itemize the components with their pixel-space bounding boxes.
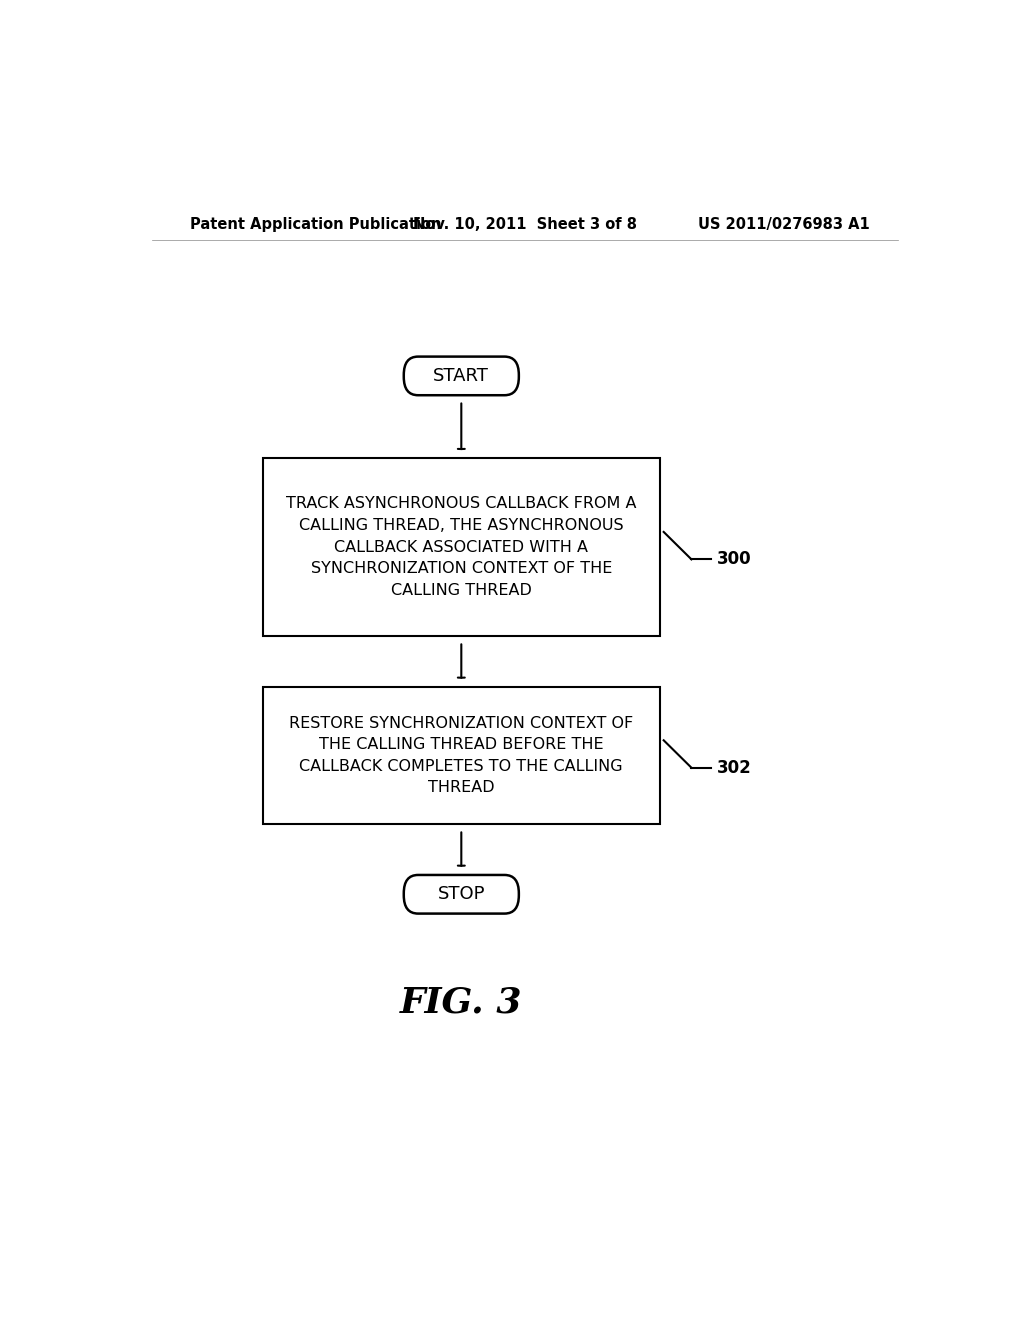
FancyBboxPatch shape	[263, 458, 659, 636]
Text: RESTORE SYNCHRONIZATION CONTEXT OF
THE CALLING THREAD BEFORE THE
CALLBACK COMPLE: RESTORE SYNCHRONIZATION CONTEXT OF THE C…	[289, 715, 634, 796]
Text: US 2011/0276983 A1: US 2011/0276983 A1	[698, 216, 870, 232]
Text: 300: 300	[717, 550, 752, 569]
Text: Nov. 10, 2011  Sheet 3 of 8: Nov. 10, 2011 Sheet 3 of 8	[413, 216, 637, 232]
Text: 302: 302	[717, 759, 752, 776]
FancyBboxPatch shape	[263, 686, 659, 824]
Text: Patent Application Publication: Patent Application Publication	[189, 216, 441, 232]
Text: STOP: STOP	[437, 886, 485, 903]
Text: TRACK ASYNCHRONOUS CALLBACK FROM A
CALLING THREAD, THE ASYNCHRONOUS
CALLBACK ASS: TRACK ASYNCHRONOUS CALLBACK FROM A CALLI…	[286, 496, 637, 598]
Text: FIG. 3: FIG. 3	[400, 985, 522, 1019]
Text: START: START	[433, 367, 489, 385]
FancyBboxPatch shape	[403, 875, 519, 913]
FancyBboxPatch shape	[403, 356, 519, 395]
